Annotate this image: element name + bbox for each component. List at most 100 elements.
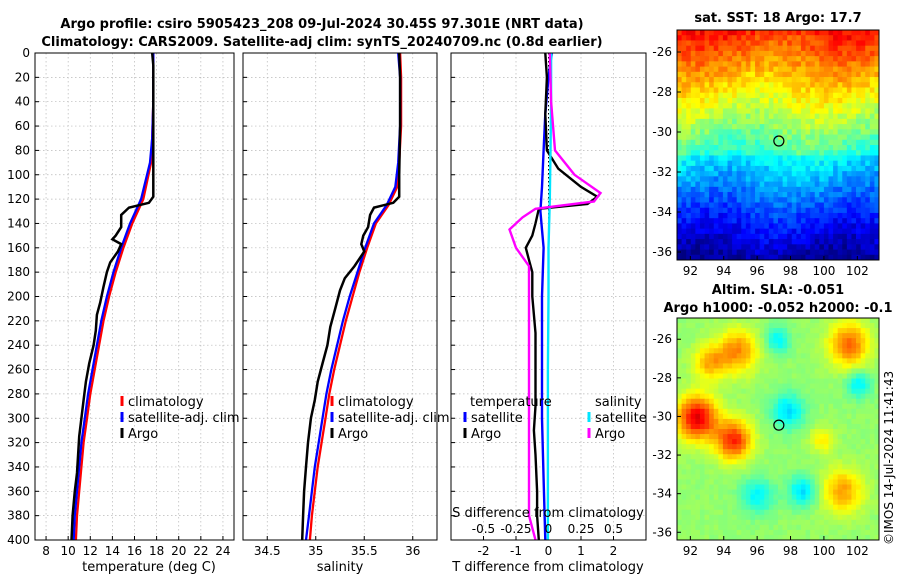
map-cell [722,504,728,511]
map-cell [800,30,806,36]
map-cell [755,134,761,141]
map-cell [800,348,806,354]
map-cell [768,454,774,460]
map-cell [796,504,802,511]
map-cell [787,398,793,405]
map-cell [704,239,710,245]
map-cell [833,368,839,374]
map-cell [699,113,705,120]
map-cell [686,343,692,349]
map-cell [833,145,839,151]
map-cell [690,239,696,245]
map-cell [823,71,829,78]
map-cell [677,233,682,240]
map-cell [713,171,719,177]
map-cell [778,108,783,115]
map-cell [677,338,682,344]
map-cell [805,244,811,250]
map-cell [860,484,866,490]
map-cell [773,50,779,57]
map-cell [842,71,848,78]
map-cell [869,504,875,511]
map-cell [709,413,715,420]
map-cell [773,439,779,445]
map-cell [741,393,747,400]
map-cell [713,514,719,521]
map-cell [773,181,779,188]
map-cell [681,223,687,230]
map-cell [764,50,770,57]
map-cell [681,353,687,359]
map-cell [865,434,871,440]
map-cell [823,160,829,167]
map-cell [718,233,724,240]
map-cell [750,444,756,450]
map-cell [837,504,843,511]
map-cell [750,56,756,62]
map-cell [736,118,742,125]
map-cell [704,202,710,209]
map-cell [778,71,783,78]
map-cell [846,113,852,120]
map-cell [677,50,682,57]
map-cell [833,186,839,193]
map-cell [709,454,715,460]
map-cell [787,118,793,125]
map-cell [773,469,779,475]
map-cell [686,489,692,495]
map-cell [677,207,682,214]
map-cell [791,474,797,480]
map-cell [768,378,774,384]
map-cell [782,249,788,256]
map-cell [837,479,843,485]
map-cell [695,61,701,67]
map-cell [699,45,705,52]
map-cell [787,388,793,395]
map-cell [686,353,692,359]
map-cell [787,40,793,47]
map-cell [791,524,797,531]
map-x-tick-label: 94 [716,264,731,278]
map-cell [736,464,742,470]
map-cell [837,509,843,516]
map-cell [782,459,788,465]
map-cell [800,239,806,245]
map-cell [741,92,747,99]
map-cell [865,358,871,364]
map-cell [837,529,843,536]
map-cell [778,363,783,369]
map-cell [695,56,701,62]
map-cell [800,82,806,88]
map-cell [819,444,825,450]
map-cell [837,254,843,261]
map-cell [860,353,866,359]
map-cell [833,192,839,198]
map-cell [782,50,788,57]
map-cell [745,358,751,364]
map-cell [800,423,806,430]
map-cell [805,388,811,395]
map-cell [842,368,848,374]
map-cell [810,328,816,334]
map-cell [764,202,770,209]
map-cell [814,323,820,329]
map-cell [791,398,797,405]
map-cell [699,323,705,329]
map-cell [690,358,696,364]
map-cell [865,202,871,209]
map-cell [745,118,751,125]
map-x-tick-label: 98 [783,544,798,558]
map-cell [686,378,692,384]
map-cell [732,108,738,115]
map-cell [778,323,783,329]
map-cell [819,519,825,526]
map-cell [874,434,880,440]
map-cell [819,244,825,250]
map-cell [846,165,852,172]
map-cell [805,40,811,47]
map-cell [727,145,733,151]
map-cell [778,489,783,495]
map-cell [681,87,687,94]
map-cell [778,87,783,94]
map-cell [695,45,701,52]
